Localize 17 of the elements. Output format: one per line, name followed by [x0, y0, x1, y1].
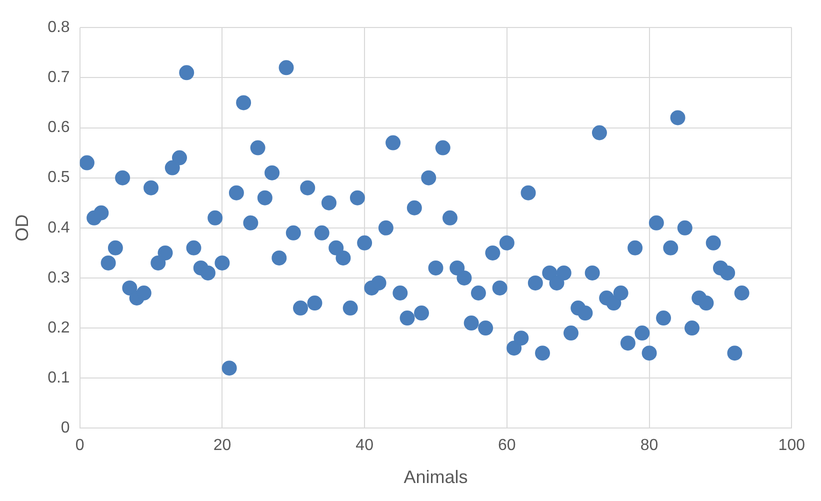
- x-tick-label: 100: [778, 437, 806, 454]
- y-tick-label: 0.4: [48, 219, 70, 236]
- y-tick-label: 0.5: [48, 169, 70, 186]
- x-axis-title: Animals: [404, 467, 468, 488]
- y-tick-label: 0.8: [48, 19, 70, 36]
- y-tick-label: 0: [60, 420, 70, 437]
- y-tick-label: 0.6: [48, 119, 70, 136]
- y-tick-label: 0.1: [48, 370, 70, 387]
- x-tick-label: 80: [640, 437, 658, 454]
- y-axis-title: OD: [12, 214, 32, 242]
- x-tick-label: 60: [498, 437, 516, 454]
- x-tick-label: 0: [75, 437, 84, 454]
- y-tick-label: 0.3: [48, 269, 70, 286]
- y-tick-label: 0.2: [48, 319, 70, 336]
- x-tick-label: 40: [356, 437, 374, 454]
- y-tick-label: 0.7: [48, 69, 70, 86]
- x-tick-label: 20: [213, 437, 232, 454]
